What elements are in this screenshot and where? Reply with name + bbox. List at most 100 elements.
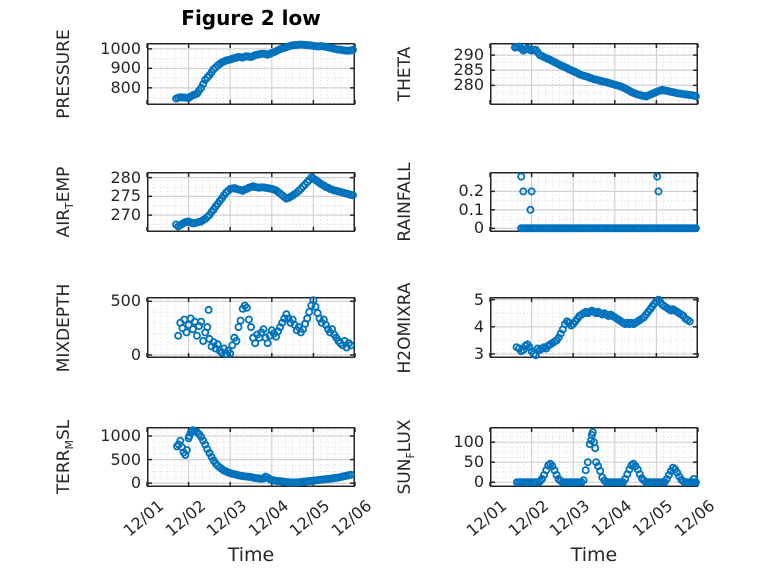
y-tick-label: 800 (110, 77, 141, 97)
data-point (259, 325, 268, 334)
data-point (197, 83, 206, 92)
y-tick-label: 100 (453, 432, 484, 452)
data-point (192, 331, 201, 340)
y-tick-label: 3 (473, 343, 484, 363)
x-axis-label-left: Time (227, 544, 275, 566)
y-axis-label-subscript: F (404, 452, 417, 459)
y-tick-label: 275 (110, 186, 141, 206)
subplot-pressure (146, 40, 357, 105)
subplot-h2omixra (489, 295, 699, 360)
y-tick-label: 0.1 (458, 199, 484, 219)
data-point (244, 315, 253, 324)
data-point (348, 45, 357, 54)
y-axis-label-sun_flux: SUNFLUX (395, 357, 419, 557)
data-point (691, 92, 700, 101)
subplot-air_temp (146, 172, 357, 232)
data-point (263, 339, 272, 348)
y-axis-label-terr_msl: TERRMSL (54, 357, 78, 557)
subplot-sun_flux (489, 426, 700, 487)
data-point (526, 205, 535, 214)
data-point (234, 323, 243, 332)
data-point (199, 79, 208, 88)
axes-border (490, 297, 698, 358)
axes-border (490, 43, 698, 105)
data-point (228, 341, 237, 350)
axes-border (147, 43, 355, 105)
y-tick-label: 285 (453, 60, 484, 80)
y-tick-label: 0 (473, 218, 484, 238)
data-point (346, 341, 355, 350)
data-point (247, 323, 256, 332)
figure-title: Figure 2 low (181, 6, 321, 30)
plot-area-air_temp (146, 172, 357, 232)
y-axis-label-text: EMP (54, 166, 74, 203)
subplot-theta (489, 42, 700, 105)
data-point (188, 325, 197, 334)
plot-area-terr_msl (146, 426, 356, 487)
y-axis-label-text: LUX (395, 419, 415, 453)
y-axis-label-text: THETA (395, 46, 415, 102)
plot-area-h2omixra (489, 295, 699, 360)
y-tick-label: 0 (130, 344, 141, 364)
y-axis-label-text: SUN (395, 458, 415, 495)
y-tick-label: 900 (110, 58, 141, 78)
y-tick-label: 4 (473, 316, 484, 336)
data-point (346, 470, 355, 479)
data-point (591, 444, 600, 453)
y-axis-label-text: SL (54, 419, 74, 441)
data-point (585, 440, 594, 449)
plot-area-rainfall (489, 172, 700, 233)
data-point (533, 478, 542, 487)
data-point (197, 317, 206, 326)
y-tick-label: 500 (110, 291, 141, 311)
data-point (577, 478, 586, 487)
data-point (588, 428, 597, 437)
y-tick-label: 1000 (100, 38, 141, 58)
y-tick-label: 0 (473, 472, 484, 492)
data-point (199, 337, 208, 346)
data-point (174, 331, 183, 340)
y-axis-label-subscript: T (63, 202, 76, 209)
axes-border (147, 172, 355, 232)
y-tick-label: 0.2 (458, 181, 484, 201)
data-point (236, 316, 245, 325)
y-axis-label-subscript: M (63, 440, 76, 450)
plot-area-mixdepth (146, 296, 356, 358)
data-point (226, 349, 235, 358)
data-point (519, 187, 528, 196)
data-point (691, 478, 700, 487)
subplot-mixdepth (146, 296, 356, 358)
axes-border (147, 427, 355, 487)
data-point (182, 328, 191, 337)
data-point (625, 465, 634, 474)
subplot-rainfall (489, 172, 700, 233)
y-tick-label: 5 (473, 289, 484, 309)
y-axis-label-text: TERR (54, 449, 74, 495)
subplot-terr_msl (146, 426, 356, 487)
data-point (232, 337, 241, 346)
data-point (653, 172, 662, 181)
data-point (660, 478, 669, 487)
y-tick-label: 500 (110, 449, 141, 469)
data-point (203, 323, 212, 332)
y-tick-label: 280 (110, 167, 141, 187)
y-tick-label: 290 (453, 45, 484, 65)
x-axis-label-right: Time (570, 544, 618, 566)
plot-area-pressure (146, 40, 357, 105)
data-point (583, 458, 592, 467)
data-point (242, 303, 251, 312)
data-point (517, 172, 526, 181)
data-point (527, 187, 536, 196)
axes-border (147, 297, 355, 358)
plot-area-sun_flux (489, 426, 700, 487)
data-point (204, 305, 213, 314)
data-point (685, 317, 694, 326)
y-tick-label: 0 (130, 473, 141, 493)
plot-area-theta (489, 42, 700, 105)
data-point (581, 466, 590, 475)
data-point (691, 224, 700, 233)
data-point (531, 351, 540, 360)
data-point (552, 471, 561, 480)
data-point (178, 324, 187, 333)
